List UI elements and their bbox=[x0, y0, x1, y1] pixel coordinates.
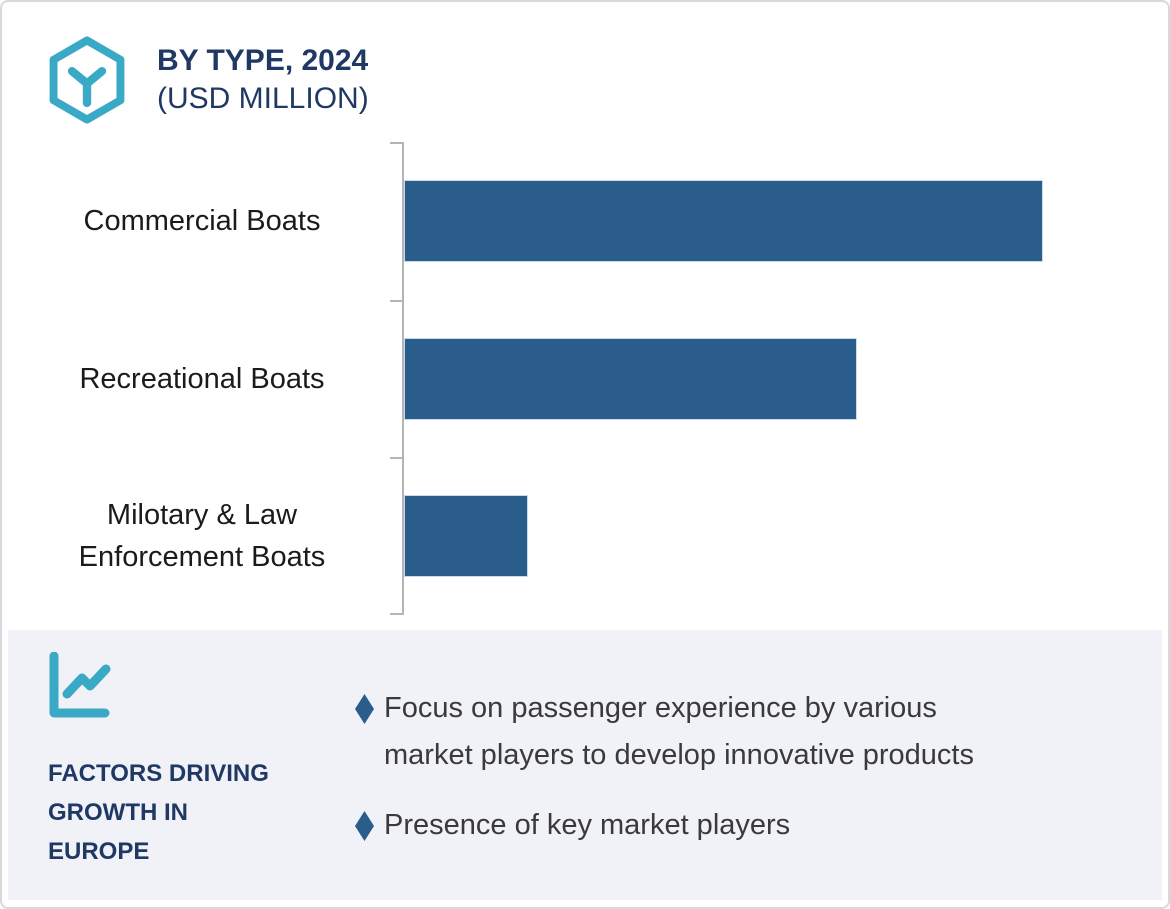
bar-recreational-boats bbox=[404, 337, 857, 420]
category-label: Commercial Boats bbox=[83, 204, 321, 237]
axis-tick bbox=[390, 613, 402, 615]
category-label: Recreational Boats bbox=[79, 362, 325, 395]
chart-title-line2: (USD MILLION) bbox=[157, 82, 369, 115]
chart-row-military-law-enforcement-boats: Milotary & Law Enforcement Boats bbox=[2, 457, 1168, 615]
chart-row-commercial-boats: Commercial Boats bbox=[2, 142, 1168, 300]
chart-row-recreational-boats: Recreational Boats bbox=[2, 300, 1168, 458]
plot-area bbox=[404, 142, 1158, 300]
diamond-bullet-icon bbox=[355, 694, 374, 724]
plot-area bbox=[404, 300, 1158, 458]
factors-bullet-list: Focus on passenger experience by various… bbox=[355, 685, 1145, 872]
factors-heading-line2: GROWTH IN bbox=[48, 799, 188, 826]
line-chart-icon bbox=[49, 652, 111, 718]
chart-rows: Commercial Boats Recreational Boats Milo… bbox=[2, 142, 1168, 615]
factors-heading: FACTORS DRIVING GROWTH IN EUROPE bbox=[48, 754, 298, 871]
bullet-text: Presence of key market players bbox=[384, 802, 790, 849]
bullet-text-line: market players to develop innovative pro… bbox=[384, 739, 974, 771]
chart-title: BY TYPE, 2024 (USD MILLION) bbox=[157, 42, 369, 118]
diamond-bullet-icon bbox=[355, 811, 374, 841]
bullet-item: Presence of key market players bbox=[355, 802, 1145, 849]
axis-tick bbox=[390, 142, 402, 144]
chart-title-line1: BY TYPE, 2024 bbox=[157, 44, 369, 77]
hexagon-box-icon bbox=[49, 36, 125, 124]
factors-heading-line1: FACTORS DRIVING bbox=[48, 760, 269, 787]
bullet-text: Focus on passenger experience by various… bbox=[384, 685, 974, 779]
bullet-item: Focus on passenger experience by various… bbox=[355, 685, 1145, 779]
bullet-text-line: Presence of key market players bbox=[384, 809, 791, 841]
y-axis-line bbox=[402, 142, 404, 615]
axis-tick bbox=[390, 299, 402, 302]
factors-heading-line3: EUROPE bbox=[48, 838, 150, 865]
axis-tick bbox=[390, 457, 402, 460]
bullet-text-line: Focus on passenger experience by various bbox=[384, 692, 937, 724]
category-label: Milotary & Law Enforcement Boats bbox=[78, 499, 326, 574]
chart-header: BY TYPE, 2024 (USD MILLION) bbox=[47, 36, 369, 124]
factors-panel: FACTORS DRIVING GROWTH IN EUROPE Focus o… bbox=[8, 630, 1162, 900]
bar-chart: Commercial Boats Recreational Boats Milo… bbox=[2, 142, 1168, 615]
bar-military-law-enforcement-boats bbox=[404, 495, 529, 578]
plot-area bbox=[404, 457, 1158, 615]
bar-commercial-boats bbox=[404, 179, 1043, 262]
